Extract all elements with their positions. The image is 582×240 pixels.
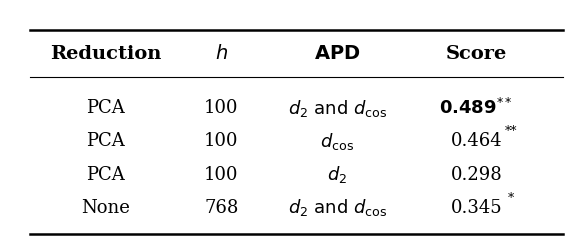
Text: $d_2$ and $d_{\mathrm{cos}}$: $d_2$ and $d_{\mathrm{cos}}$ bbox=[288, 197, 387, 218]
Text: $d_2$ and $d_{\mathrm{cos}}$: $d_2$ and $d_{\mathrm{cos}}$ bbox=[288, 98, 387, 119]
Text: 0.298: 0.298 bbox=[450, 166, 502, 184]
Text: 0.345: 0.345 bbox=[450, 199, 502, 217]
Text: 100: 100 bbox=[204, 132, 239, 150]
Text: 0.464: 0.464 bbox=[450, 132, 502, 150]
Text: Score: Score bbox=[446, 45, 507, 63]
Text: 768: 768 bbox=[204, 199, 239, 217]
Text: $\mathbf{\mathit{h}}$: $\mathbf{\mathit{h}}$ bbox=[215, 44, 228, 63]
Text: 100: 100 bbox=[204, 99, 239, 117]
Text: $d_{\mathrm{cos}}$: $d_{\mathrm{cos}}$ bbox=[320, 131, 354, 152]
Text: PCA: PCA bbox=[86, 166, 125, 184]
Text: 100: 100 bbox=[204, 166, 239, 184]
Text: None: None bbox=[81, 199, 130, 217]
Text: Reduction: Reduction bbox=[50, 45, 161, 63]
Text: PCA: PCA bbox=[86, 99, 125, 117]
Text: $d_2$: $d_2$ bbox=[327, 164, 347, 185]
Text: *: * bbox=[508, 192, 514, 205]
Text: $\mathbf{0.489}$$^{**}$: $\mathbf{0.489}$$^{**}$ bbox=[439, 98, 513, 118]
Text: PCA: PCA bbox=[86, 132, 125, 150]
Text: **: ** bbox=[505, 125, 517, 138]
Text: $\bf{APD}$: $\bf{APD}$ bbox=[314, 44, 361, 63]
